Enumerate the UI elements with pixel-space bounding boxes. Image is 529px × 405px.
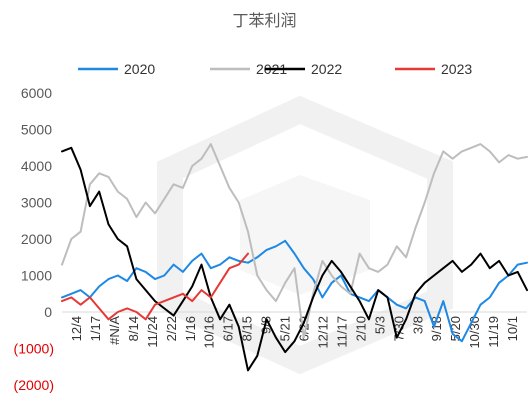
x-tick-label: 6/17 [221,316,236,341]
y-tick-label: 5000 [21,122,52,138]
chart-title: 丁苯利润 [232,13,297,30]
x-tick-label: #N/A [107,316,122,345]
x-tick-label: 2/22 [164,316,179,341]
x-tick-label: 11/17 [334,316,349,348]
x-tick-label: 7/30 [391,316,406,341]
y-tick-label: (1000) [14,341,54,357]
watermark-inner [240,175,370,295]
y-tick-label: (2000) [14,377,54,393]
x-tick-label: 11/19 [486,316,501,348]
y-tick-label: 6000 [21,85,52,101]
series-line-2020 [61,239,528,343]
y-tick-label: 4000 [21,158,52,174]
series-line-2023 [61,252,249,321]
y-tick-label: 2000 [21,231,52,247]
watermark-shape [157,95,453,375]
x-tick-label: 2/10 [353,316,368,341]
x-tick-label: 5/20 [448,316,463,341]
x-tick-label: 11/24 [145,316,160,348]
x-tick-label: 1/16 [183,316,198,341]
x-tick-label: 3/8 [410,316,425,334]
x-tick-label: 10/30 [467,316,482,349]
legend-label: 2022 [311,61,342,77]
x-tick-label: 8/14 [126,316,141,341]
x-tick-label: 12/12 [315,316,330,349]
series-line-2021 [61,143,528,339]
series-layer [61,143,528,372]
x-tick-label: 12/4 [69,316,84,341]
watermark-logo [157,95,453,375]
series-line-2022 [61,146,528,372]
x-tick-label: 5/21 [278,316,293,341]
x-tick-label: 8/15 [240,316,255,341]
legend-label: 2020 [124,61,155,77]
y-axis: 6000 5000 4000 3000 2000 1000 0 (1000) (2000) [14,85,527,393]
legend: 2020 2021 2022 2023 [78,61,472,77]
legend-label: 2023 [441,61,472,77]
x-tick-label: 1/17 [88,316,103,341]
y-tick-label: 3000 [21,195,52,211]
x-tick-label: 10/16 [202,316,217,349]
y-tick-label: 0 [44,304,52,320]
x-tick-label: 10/1 [505,316,520,341]
y-tick-label: 1000 [21,268,52,284]
x-tick-label: 5/3 [372,316,387,334]
